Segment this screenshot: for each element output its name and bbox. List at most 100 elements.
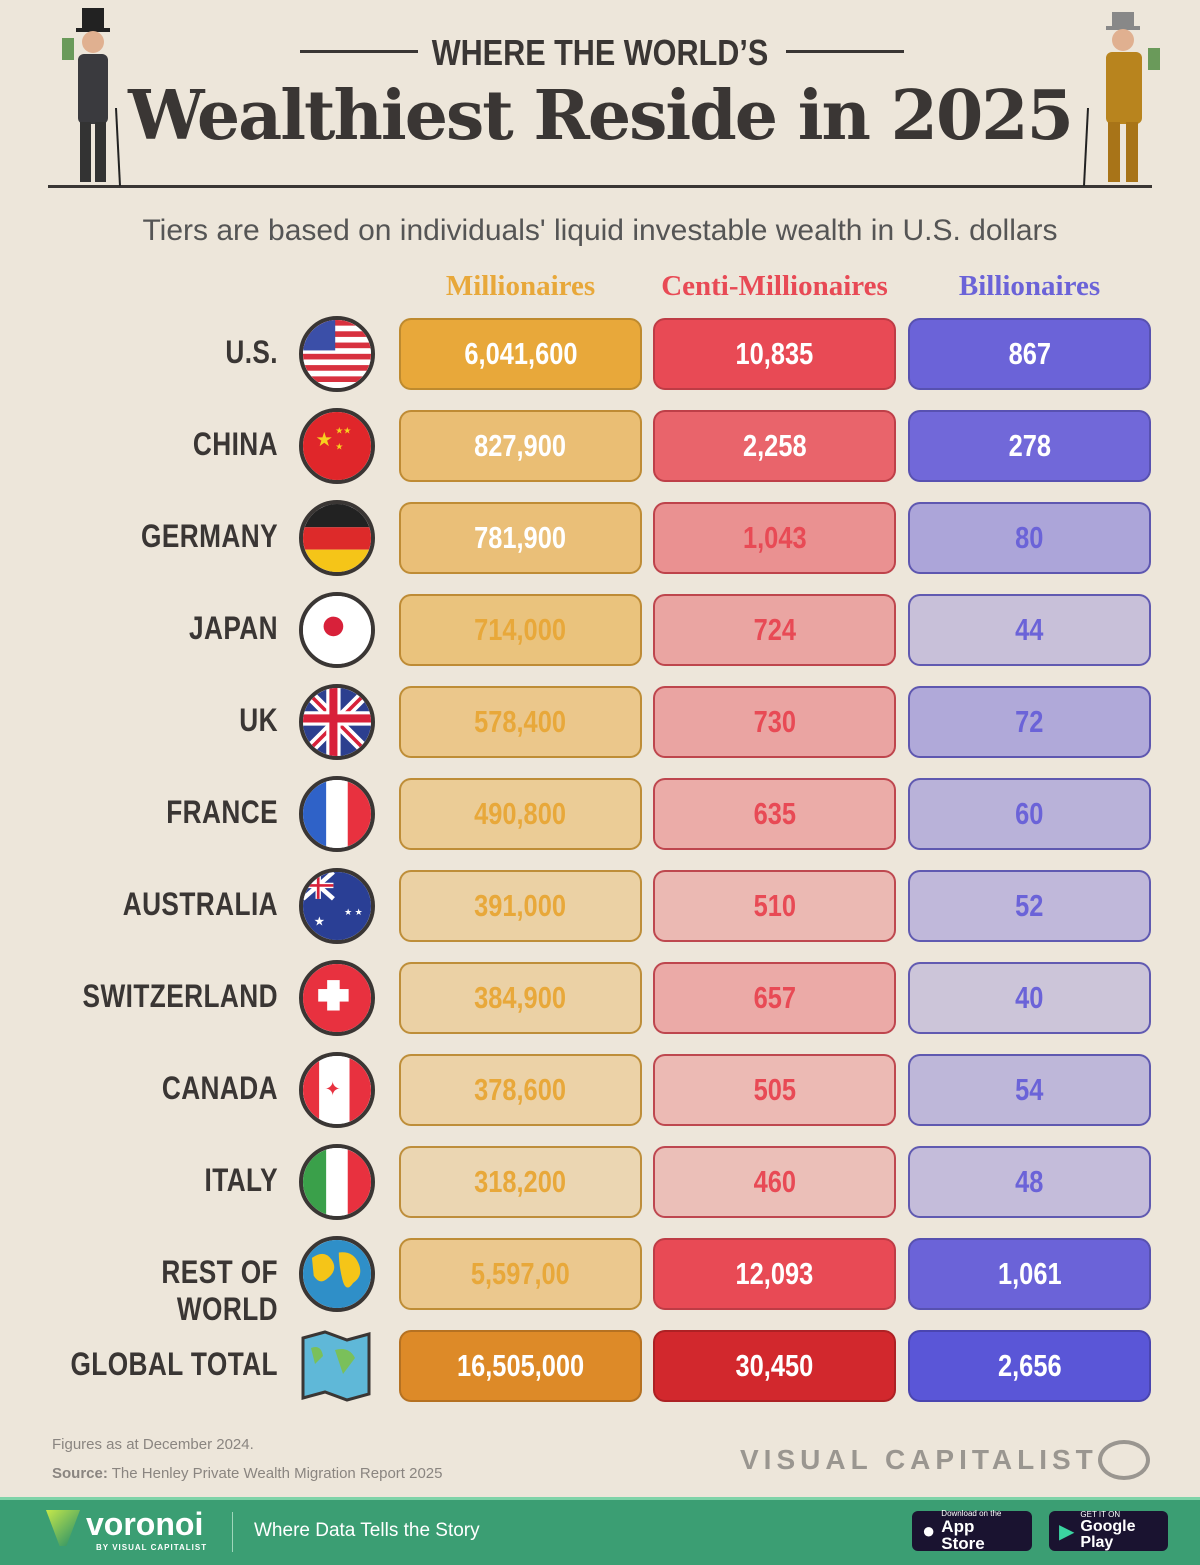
cell-value: 1,061 bbox=[997, 1256, 1062, 1291]
svg-text:✦: ✦ bbox=[324, 1078, 340, 1100]
row-label: GLOBAL TOTAL bbox=[70, 1346, 278, 1382]
cell-value: 54 bbox=[1015, 1072, 1044, 1107]
cell-value: 44 bbox=[1015, 612, 1044, 647]
apple-icon: ● bbox=[922, 1518, 936, 1543]
uk-flag-icon bbox=[299, 684, 375, 760]
billionaires-cell: 54 bbox=[908, 1054, 1151, 1126]
app-store-button[interactable]: ● Download on the App Store bbox=[912, 1510, 1032, 1552]
footnote: Figures as at December 2024. bbox=[52, 1436, 254, 1453]
page-title: Wealthiest Reside in 2025 bbox=[128, 76, 1074, 156]
millionaires-cell: 318,200 bbox=[399, 1146, 642, 1218]
source-text: The Henley Private Wealth Migration Repo… bbox=[111, 1465, 443, 1482]
cell-value: 278 bbox=[1008, 428, 1051, 463]
billionaires-cell: 60 bbox=[908, 778, 1151, 850]
millionaires-cell: 490,800 bbox=[399, 778, 642, 850]
millionaires-cell: 578,400 bbox=[399, 686, 642, 758]
cell-value: 12,093 bbox=[735, 1256, 814, 1291]
millionaires-cell: 384,900 bbox=[399, 962, 642, 1034]
column-header-billionaires: Billionaires bbox=[958, 270, 1101, 302]
billionaires-cell: 278 bbox=[908, 410, 1151, 482]
millionaires-cell: 16,505,000 bbox=[399, 1330, 642, 1402]
cell-value: 730 bbox=[753, 704, 796, 739]
millionaires-cell: 6,041,600 bbox=[399, 318, 642, 390]
japan-flag-icon bbox=[299, 592, 375, 668]
centi-millionaires-cell: 460 bbox=[653, 1146, 896, 1218]
row-label: JAPAN bbox=[188, 610, 278, 646]
row-label: U.S. bbox=[225, 334, 278, 370]
svg-text:★★: ★★ bbox=[335, 425, 351, 435]
cell-value: 40 bbox=[1015, 980, 1044, 1015]
kicker-rule-left bbox=[300, 50, 418, 53]
cell-value: 384,900 bbox=[474, 980, 567, 1015]
germany-flag-icon bbox=[299, 500, 375, 576]
switzerland-flag-icon bbox=[299, 960, 375, 1036]
cell-value: 510 bbox=[753, 888, 796, 923]
voronoi-wordmark: voronoi bbox=[86, 1506, 204, 1542]
cell-value: 52 bbox=[1015, 888, 1044, 923]
cell-value: 490,800 bbox=[474, 796, 567, 831]
svg-text:★: ★ bbox=[335, 442, 343, 452]
billionaires-cell: 44 bbox=[908, 594, 1151, 666]
svg-text:★: ★ bbox=[316, 429, 334, 451]
billionaires-cell: 52 bbox=[908, 870, 1151, 942]
italy-flag-icon bbox=[299, 1144, 375, 1220]
column-header-centi-millionaires: Centi-Millionaires bbox=[661, 270, 888, 302]
cell-value: 378,600 bbox=[474, 1072, 567, 1107]
millionaires-cell: 714,000 bbox=[399, 594, 642, 666]
cell-value: 781,900 bbox=[474, 520, 567, 555]
row-label: FRANCE bbox=[166, 794, 278, 830]
cell-value: 827,900 bbox=[474, 428, 567, 463]
millionaires-cell: 378,600 bbox=[399, 1054, 642, 1126]
australia-flag-icon: ★ ★ ★ bbox=[299, 868, 375, 944]
centi-millionaires-cell: 2,258 bbox=[653, 410, 896, 482]
centi-millionaires-cell: 10,835 bbox=[653, 318, 896, 390]
visual-capitalist-logo: VISUAL CAPITALIST bbox=[740, 1444, 1098, 1475]
millionaires-cell: 391,000 bbox=[399, 870, 642, 942]
cell-value: 48 bbox=[1015, 1164, 1044, 1199]
google-play-button[interactable]: ▶ GET IT ON Google Play bbox=[1049, 1511, 1168, 1551]
cell-value: 318,200 bbox=[474, 1164, 567, 1199]
centi-millionaires-cell: 1,043 bbox=[653, 502, 896, 574]
billionaires-cell: 80 bbox=[908, 502, 1151, 574]
voronoi-sub: BY VISUAL CAPITALIST bbox=[96, 1543, 208, 1552]
row-label: REST OF WORLD bbox=[161, 1254, 278, 1327]
row-label: AUSTRALIA bbox=[122, 886, 279, 922]
cell-value: 635 bbox=[753, 796, 796, 831]
kicker-rule-right bbox=[786, 50, 904, 53]
billionaires-cell: 1,061 bbox=[908, 1238, 1151, 1310]
row-label: GERMANY bbox=[141, 518, 278, 554]
centi-millionaires-cell: 724 bbox=[653, 594, 896, 666]
cell-value: 714,000 bbox=[474, 612, 567, 647]
cell-value: 505 bbox=[753, 1072, 796, 1107]
title-rule bbox=[48, 185, 1152, 188]
man-right-illustration bbox=[1082, 8, 1162, 187]
centi-millionaires-cell: 635 bbox=[653, 778, 896, 850]
cell-value: 6,041,600 bbox=[463, 336, 578, 371]
millionaires-cell: 5,597,00 bbox=[399, 1238, 642, 1310]
billionaires-cell: 72 bbox=[908, 686, 1151, 758]
billionaires-cell: 2,656 bbox=[908, 1330, 1151, 1402]
centi-millionaires-cell: 30,450 bbox=[653, 1330, 896, 1402]
cell-value: 16,505,000 bbox=[456, 1348, 585, 1383]
cell-value: 60 bbox=[1015, 796, 1044, 831]
svg-text:★ ★: ★ ★ bbox=[344, 907, 363, 917]
cell-value: 657 bbox=[753, 980, 796, 1015]
source-label: Source: bbox=[52, 1465, 108, 1482]
cell-value: 10,835 bbox=[735, 336, 814, 371]
subtitle: Tiers are based on individuals' liquid i… bbox=[142, 214, 1058, 247]
cell-value: 30,450 bbox=[735, 1348, 814, 1383]
centi-millionaires-cell: 657 bbox=[653, 962, 896, 1034]
cell-value: 460 bbox=[753, 1164, 796, 1199]
source-line: Source: The Henley Private Wealth Migrat… bbox=[52, 1465, 443, 1482]
row-label: UK bbox=[239, 702, 278, 738]
globe-icon bbox=[299, 1236, 375, 1312]
play-icon: ▶ bbox=[1059, 1520, 1075, 1543]
row-label: CHINA bbox=[192, 426, 278, 462]
cell-value: 1,043 bbox=[742, 520, 807, 555]
china-flag-icon: ★ ★★ ★ bbox=[299, 408, 375, 484]
column-header-millionaires: Millionaires bbox=[445, 270, 596, 302]
cell-value: 5,597,00 bbox=[471, 1256, 570, 1291]
cell-value: 391,000 bbox=[474, 888, 567, 923]
centi-millionaires-cell: 510 bbox=[653, 870, 896, 942]
row-label: SWITZERLAND bbox=[82, 978, 278, 1014]
